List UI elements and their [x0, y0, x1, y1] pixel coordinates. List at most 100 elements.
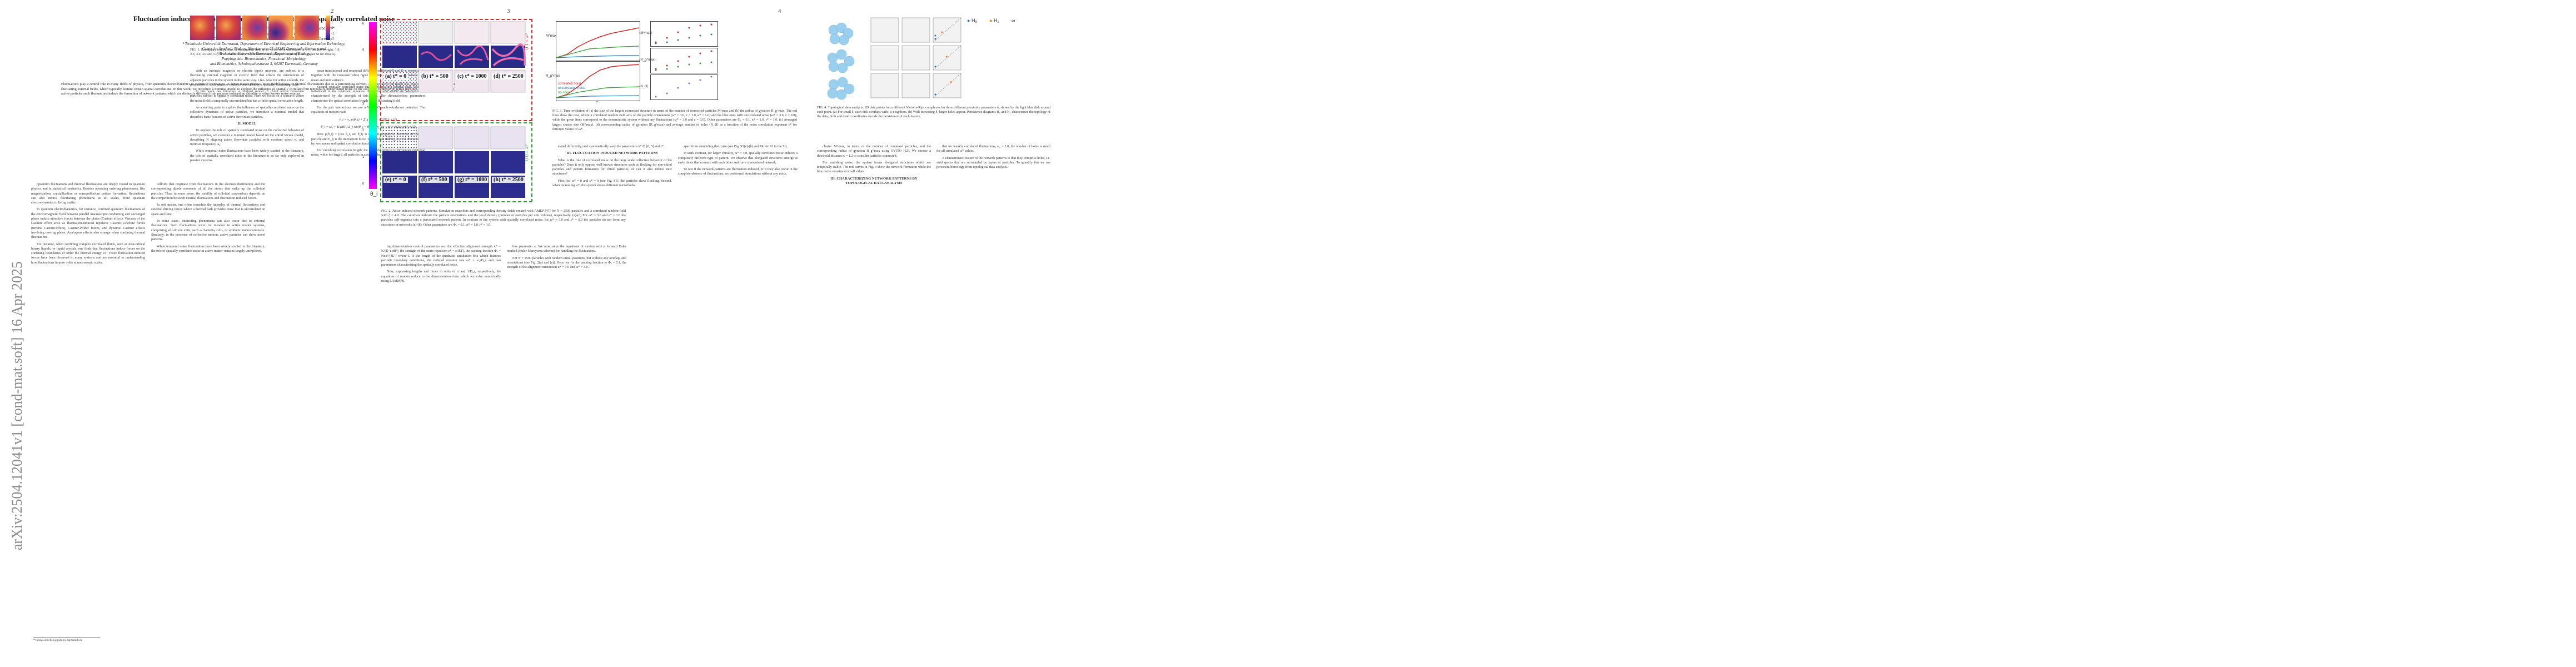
panel-label: (e) t* = 0: [383, 177, 408, 183]
paragraph: stated differently) and systematically v…: [558, 145, 665, 148]
column-left: with an intrinsic magnetic or electric d…: [190, 69, 304, 636]
field-tile: [295, 16, 319, 40]
page-number: 3: [507, 8, 510, 14]
page-number: 2: [331, 8, 334, 14]
column-right: colloids that originate from fluctuation…: [151, 182, 265, 633]
snapshot: [382, 21, 417, 44]
colorbar-tick: 3: [362, 102, 365, 106]
paragraph: In this work, we introduce a minimal mod…: [190, 89, 304, 103]
column-left: cluster M^max, in terms of the number of…: [817, 145, 931, 634]
field-tile: [216, 16, 241, 40]
column-left: stated differently) and systematically v…: [552, 145, 672, 634]
density-map: [382, 151, 417, 173]
section-heading: III. FLUCTUATION INDUCED NETWORK PATTERN…: [566, 151, 658, 156]
paragraph: For vanishing noise, the system forms el…: [817, 160, 931, 174]
colorbar-tick: 2: [331, 16, 333, 19]
density-map: [455, 151, 489, 173]
snapshot: [418, 21, 454, 44]
figure-caption: FIG. 1. Exemplary realizations of the ra…: [190, 48, 340, 57]
panel-label: (g) t* = 1000: [456, 177, 489, 183]
density-map: [418, 151, 453, 173]
legend-h0: ● H₀: [967, 18, 978, 23]
legend-inf: ∞: [1012, 18, 1015, 23]
paragraph: First, for ω* = 0 and ε* = 0 (see Fig. S…: [552, 178, 672, 188]
density-map: [491, 151, 525, 173]
paragraph: While temporal noise fluctuations have b…: [151, 244, 265, 253]
paragraph: As a starting point to explore the influ…: [190, 106, 304, 119]
column-left: ing dimensionless control parameters are…: [381, 245, 501, 634]
panel-label: (d) t* = 2500: [492, 73, 525, 79]
paragraph: To explore the role of spatially correla…: [190, 128, 304, 147]
abstract: Fluctuations play a central role in many…: [61, 82, 467, 96]
paragraph: In stark contrast, for larger chirality,…: [678, 151, 798, 165]
snapshot: [490, 126, 526, 150]
legend-h1: ● H₁: [989, 18, 999, 23]
column-left: Quantum fluctuations and thermal fluctua…: [31, 182, 145, 633]
paragraph: Now, expressing lengths and times in uni…: [381, 270, 501, 283]
colorbar-tick: 5: [362, 49, 365, 52]
field-tile: [190, 16, 215, 40]
panel-label: (b) t* = 500: [420, 73, 450, 79]
paragraph: In quantum electrodynamics, for instance…: [31, 207, 145, 240]
colorbar-tick: 4: [362, 76, 365, 79]
uncorrelated-line: [556, 55, 639, 58]
column-right: apart from coinciding their size (see Fi…: [678, 145, 798, 634]
time-series-lines: [556, 27, 639, 98]
paragraph: that for weakly correlated fluctuations,…: [936, 145, 1050, 153]
snapshot: [454, 21, 490, 44]
affiliation: Centre for Synthetic Biology, Merckstras…: [202, 47, 326, 51]
colorbar-tick: 2: [362, 129, 365, 132]
figure-caption: FIG. 2. Noise induced network patterns. …: [381, 209, 626, 227]
snapshot: [418, 126, 454, 150]
colorbar-label: θ_i: [370, 191, 378, 197]
section-heading: III. CHARACTERIZING NETWORK PATTERNS BY …: [830, 176, 918, 186]
page-3: 3 6 5 4 3 2 1 0 θ_i ε* = 1.0 ε* = 0.0: [361, 0, 695, 667]
colorbar-tick: -1: [331, 32, 335, 36]
plot-c: [650, 21, 718, 47]
plot-a: [556, 21, 640, 61]
legend-entry: no noise: [558, 91, 571, 94]
column-right: that for weakly correlated fluctuations,…: [936, 145, 1050, 634]
affiliation: ² Technische Universität Darmstadt, Depa…: [182, 42, 346, 46]
field-tile: [268, 16, 293, 40]
parameter-sweep-markers: [655, 23, 712, 98]
affiliation: Poppings lab: Biomechanics, Functional M…: [221, 57, 307, 61]
random-field-figure: [190, 16, 323, 47]
uncorrelated-line: [556, 95, 639, 98]
frame-correlated: [380, 19, 532, 121]
panel-label: (h) t* = 2500: [492, 177, 525, 183]
nonoise-line: [556, 86, 639, 98]
plot-d: [650, 48, 718, 73]
equation: θ̇_i = ω₀ + K/(πR²) Σ_j sin(θ_j − θ_i) +…: [321, 125, 416, 129]
paragraph: less parameter κ. We now solve the equat…: [507, 245, 626, 253]
panel-label: (c) t* = 1000: [456, 73, 489, 79]
paragraph: Quantum fluctuations and thermal fluctua…: [31, 182, 145, 205]
paragraph: In soft matter, one often considers the …: [151, 203, 265, 216]
orientation-colorbar: [369, 22, 377, 189]
footnote: * benno.liebchen@pkm.tu-darmstadt.de: [33, 637, 100, 642]
colorbar-tick: 0: [331, 27, 333, 30]
figure-caption: FIG. 4. Topological data analysis. 2D da…: [817, 106, 1050, 119]
paragraph: apart from coinciding their size (see Fi…: [684, 145, 788, 148]
axis-label: R_g^max: [546, 74, 560, 78]
arxiv-stamp: arXiv:2504.12041v1 [cond-mat.soft] 16 Ap…: [9, 261, 25, 550]
paragraph: colloids that originate from fluctuation…: [151, 182, 265, 200]
density-map: [382, 46, 417, 68]
paragraph: What is the role of correlated noise on …: [552, 158, 672, 176]
frame-label: ε* = 1.0: [524, 33, 529, 50]
affiliation: and Biomimetics, Schnittspahnstrasse 3, …: [210, 62, 318, 66]
snapshot: [490, 21, 526, 44]
paragraph: ing dimensionless control parameters are…: [381, 245, 501, 267]
axis-label: t*: [596, 101, 599, 104]
snapshot: [454, 126, 490, 150]
equation: ṙ_i = v₀ p(θ_i) + Σ_j F_ij + √(2D) ξ_i (…: [339, 117, 397, 122]
paragraph: While temporal noise fluctuations have b…: [190, 149, 304, 163]
column-right: less parameter κ. We now solve the equat…: [507, 245, 626, 634]
section-heading: II. MODEL: [237, 121, 257, 126]
legend-entry: correlated noise: [558, 82, 582, 86]
correlated-line: [556, 64, 639, 98]
paragraph: For N = 2500 particles with random initi…: [507, 256, 626, 270]
paragraph: with an intrinsic magnetic or electric d…: [190, 69, 304, 87]
axis-label: M^max: [546, 34, 557, 38]
panel-label: (f) t* = 500: [420, 177, 449, 183]
